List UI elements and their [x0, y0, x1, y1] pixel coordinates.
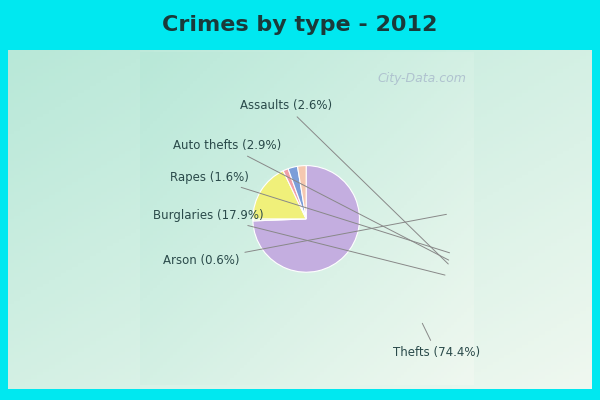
- Wedge shape: [253, 219, 306, 221]
- Wedge shape: [253, 166, 359, 272]
- Text: Assaults (2.6%): Assaults (2.6%): [239, 99, 448, 264]
- Wedge shape: [253, 171, 306, 219]
- Text: Auto thefts (2.9%): Auto thefts (2.9%): [173, 139, 449, 260]
- Text: City-Data.com: City-Data.com: [377, 72, 466, 85]
- Text: Crimes by type - 2012: Crimes by type - 2012: [163, 15, 437, 35]
- Wedge shape: [283, 169, 306, 219]
- Wedge shape: [298, 166, 306, 219]
- Text: Arson (0.6%): Arson (0.6%): [163, 214, 446, 267]
- Wedge shape: [288, 166, 306, 219]
- Text: Burglaries (17.9%): Burglaries (17.9%): [153, 209, 445, 275]
- Text: Thefts (74.4%): Thefts (74.4%): [393, 323, 480, 359]
- Text: Rapes (1.6%): Rapes (1.6%): [170, 171, 449, 253]
